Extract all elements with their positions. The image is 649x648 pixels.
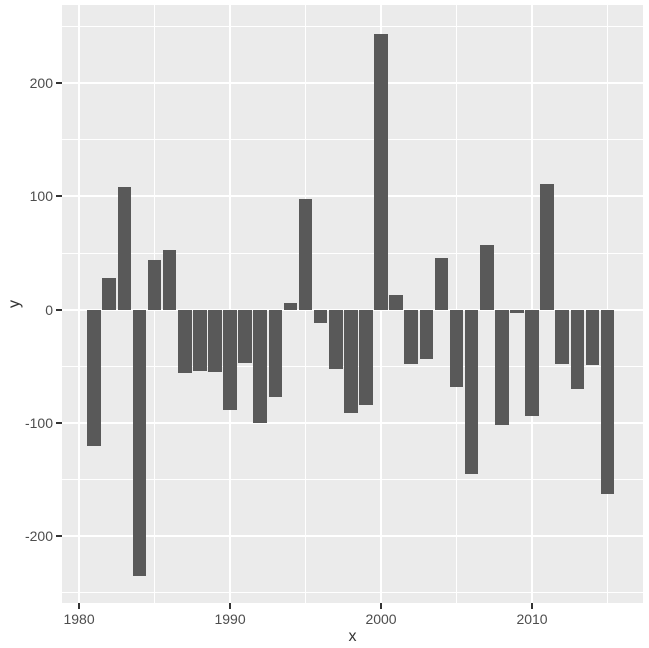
bar-1999 bbox=[359, 309, 373, 405]
bar-1994 bbox=[283, 302, 298, 310]
y-minor-gridline bbox=[62, 479, 643, 481]
bar-2000 bbox=[374, 34, 388, 310]
y-minor-gridline bbox=[62, 252, 643, 254]
bar-2005 bbox=[449, 309, 464, 387]
bar-2008 bbox=[495, 309, 509, 426]
bar-2004 bbox=[434, 257, 449, 310]
bar-1997 bbox=[328, 309, 343, 369]
bar-1986 bbox=[162, 249, 177, 310]
y-minor-gridline bbox=[62, 26, 643, 28]
bar-2011 bbox=[540, 183, 554, 310]
x-major-gridline bbox=[531, 5, 534, 603]
y-tick-label: 0 bbox=[45, 301, 53, 318]
y-tick-label: 100 bbox=[29, 188, 53, 205]
y-minor-gridline bbox=[62, 592, 643, 594]
bar-1998 bbox=[344, 309, 358, 413]
y-tick-label: 200 bbox=[29, 75, 53, 92]
bar-2010 bbox=[525, 309, 539, 417]
y-tick-mark bbox=[56, 421, 62, 424]
bar-1990 bbox=[223, 309, 237, 411]
bar-2013 bbox=[570, 309, 585, 389]
y-major-gridline bbox=[62, 421, 643, 424]
bar-2006 bbox=[464, 309, 479, 474]
bar-2014 bbox=[585, 309, 600, 366]
bar-2012 bbox=[555, 309, 569, 365]
x-axis-title: x bbox=[348, 628, 357, 645]
bar-1996 bbox=[313, 309, 328, 324]
y-major-gridline bbox=[62, 195, 643, 198]
y-tick-mark bbox=[56, 535, 62, 538]
x-major-gridline bbox=[229, 5, 232, 603]
x-tick-mark bbox=[78, 603, 81, 609]
x-tick-label: 1990 bbox=[214, 611, 246, 627]
bar-1992 bbox=[253, 309, 268, 423]
bar-2002 bbox=[404, 309, 419, 365]
bar-2001 bbox=[389, 294, 403, 310]
bar-2009 bbox=[510, 309, 524, 314]
bar-1988 bbox=[193, 309, 207, 371]
bar-1991 bbox=[238, 309, 252, 363]
x-tick-label: 2010 bbox=[516, 611, 548, 627]
bar-2007 bbox=[479, 245, 494, 310]
x-tick-mark bbox=[229, 603, 232, 609]
bar-1995 bbox=[298, 198, 313, 310]
bar-1985 bbox=[147, 259, 162, 310]
bar-2003 bbox=[419, 309, 434, 360]
bar-1981 bbox=[87, 309, 101, 446]
bar-1984 bbox=[132, 309, 147, 576]
x-tick-mark bbox=[531, 603, 534, 609]
bar-2015 bbox=[600, 309, 615, 495]
x-tick-label: 1980 bbox=[63, 611, 95, 627]
bar-1983 bbox=[117, 187, 132, 310]
y-tick-mark bbox=[56, 308, 62, 311]
x-major-gridline bbox=[78, 5, 81, 603]
x-tick-mark bbox=[380, 603, 383, 609]
y-tick-label: -200 bbox=[24, 528, 53, 545]
y-tick-mark bbox=[56, 195, 62, 198]
bar-1987 bbox=[177, 309, 192, 374]
y-minor-gridline bbox=[62, 139, 643, 141]
y-tick-label: -100 bbox=[24, 414, 53, 431]
plot-panel bbox=[62, 5, 643, 603]
bar-1993 bbox=[268, 309, 283, 397]
y-major-gridline bbox=[62, 82, 643, 85]
x-tick-label: 2000 bbox=[365, 611, 397, 627]
bar-1982 bbox=[102, 277, 117, 310]
y-axis-title: y bbox=[6, 300, 23, 308]
bar-1989 bbox=[208, 309, 222, 372]
y-tick-mark bbox=[56, 82, 62, 85]
x-minor-gridline bbox=[607, 5, 609, 603]
y-major-gridline bbox=[62, 535, 643, 538]
x-minor-gridline bbox=[456, 5, 458, 603]
